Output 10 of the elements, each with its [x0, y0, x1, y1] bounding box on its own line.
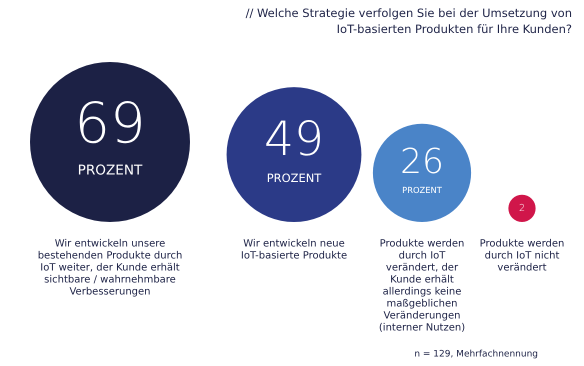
data-label: 26 PROZENT	[400, 142, 444, 195]
text: n = 129, Mehrfachnennung	[414, 349, 538, 360]
category-label: Produkte werden durch IoT nicht verändert	[480, 238, 564, 274]
text: // Welche Strategie verfolgen Sie bei der Umsetzung von IoT-basierten Produkten für Ihre Kunden?	[246, 6, 572, 36]
data-label: 2	[518, 202, 526, 214]
data-label: 49 PROZENT	[264, 112, 324, 186]
category-label: Produkte werden durch IoT verändert, der Kunde erhält allerdings keine maßgeblichen Veränderungen (interner Nutzen)	[378, 238, 466, 334]
category-label: Wir entwickeln unsere bestehenden Produkte durch IoT weiter, der Kunde erhält sichtbare / wahrnehmbare Verbesserungen	[38, 238, 182, 298]
category-label: Wir entwickeln neue IoT-basierte Produkte	[240, 238, 348, 262]
data-label: 69 PROZENT	[74, 92, 146, 179]
